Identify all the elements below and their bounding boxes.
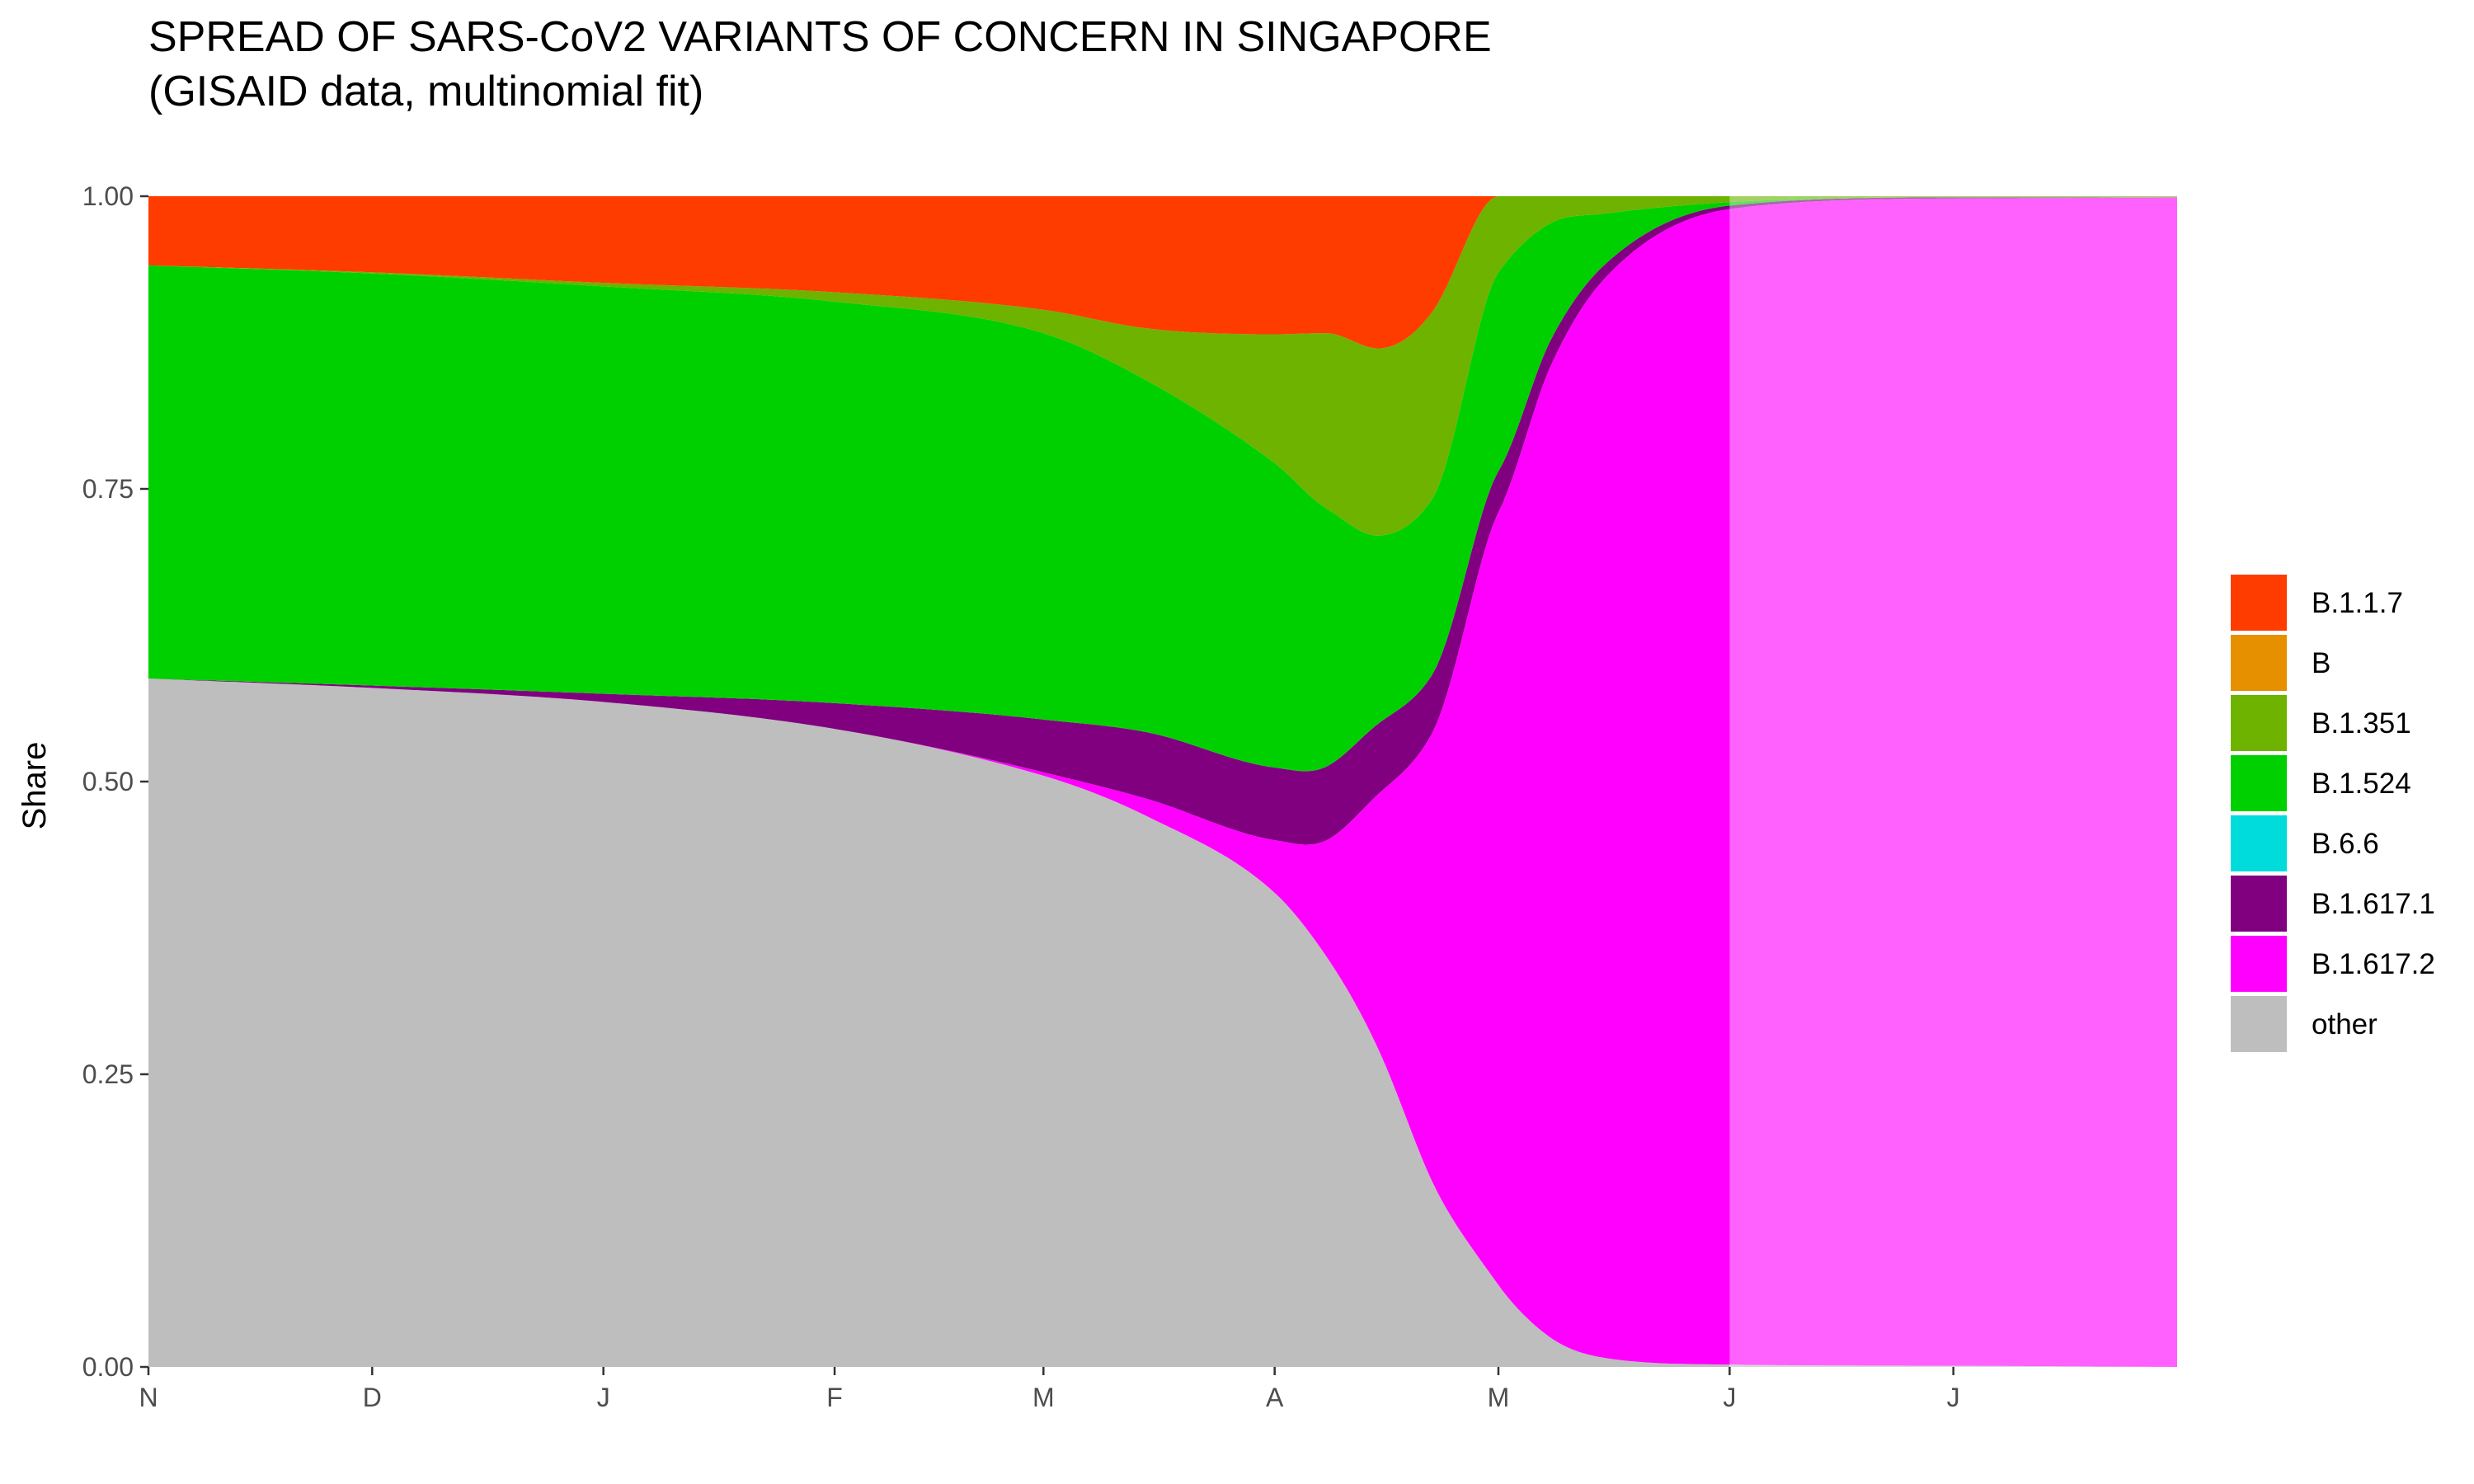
x-tick-label: M (1032, 1383, 1055, 1412)
legend-label: B (2312, 647, 2331, 679)
legend-swatch (2231, 695, 2287, 751)
projection-shade (1729, 196, 2177, 1367)
legend-label: B.1.524 (2312, 768, 2411, 800)
area-b-1-524 (148, 197, 2177, 772)
legend-swatch (2231, 996, 2287, 1052)
legend-label: B.1.351 (2312, 707, 2411, 740)
area-b-1-1-7 (148, 196, 2177, 349)
x-tick-label: J (597, 1383, 610, 1412)
x-tick-label: M (1488, 1383, 1510, 1412)
legend-swatch (2231, 635, 2287, 691)
x-tick-label: J (1947, 1383, 1960, 1412)
legend: B.1.1.7 B B.1.351 B.1.524 B.6.6 B.1.617.1 B.1.… (2231, 575, 2435, 1052)
y-tick-label: 0.00 (82, 1352, 134, 1382)
legend-swatch (2231, 815, 2287, 871)
area-b-1-351 (148, 196, 2177, 536)
y-tick-label: 0.50 (82, 767, 134, 796)
legend-label: B.6.6 (2312, 828, 2379, 860)
area-b-1-617-2 (148, 197, 2177, 1367)
y-tick-label: 0.25 (82, 1059, 134, 1089)
chart-subtitle: (GISAID data, multinomial fit) (148, 68, 703, 115)
y-axis: 0.00 0.25 0.50 0.75 1.00 (82, 181, 148, 1382)
legend-swatch (2231, 936, 2287, 992)
legend-swatch (2231, 575, 2287, 631)
legend-label: other (2312, 1008, 2378, 1040)
y-axis-title: Share (16, 742, 53, 830)
legend-label: B.1.1.7 (2312, 587, 2403, 619)
chart-title: SPREAD OF SARS-CoV2 VARIANTS OF CONCERN … (148, 13, 1492, 61)
x-tick-label: D (363, 1383, 382, 1412)
area-other (148, 679, 2177, 1367)
legend-swatch (2231, 755, 2287, 811)
stacked-areas (148, 196, 2177, 1367)
projection-overlay (1729, 196, 2177, 1367)
legend-swatch (2231, 876, 2287, 932)
y-tick-label: 0.75 (82, 474, 134, 504)
x-tick-label: N (139, 1383, 158, 1412)
x-tick-label: F (826, 1383, 843, 1412)
x-tick-label: J (1723, 1383, 1736, 1412)
x-tick-label: A (1266, 1383, 1284, 1412)
legend-label: B.1.617.2 (2312, 948, 2435, 980)
legend-label: B.1.617.1 (2312, 888, 2435, 920)
y-tick-label: 1.00 (82, 181, 134, 211)
